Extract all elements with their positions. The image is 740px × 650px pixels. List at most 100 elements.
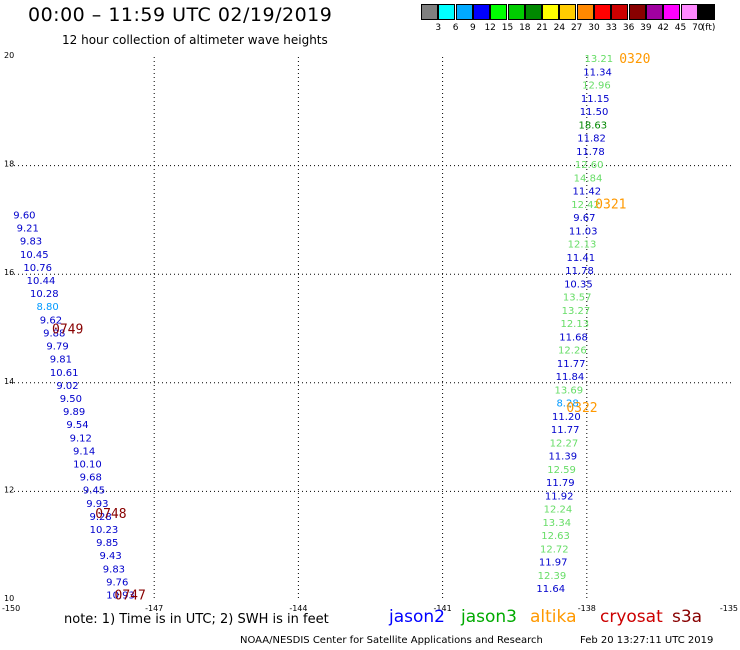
wave-height-value: 13.21 (584, 54, 613, 65)
satellite-jason3: jason3 (461, 607, 517, 627)
pass-time-label: 0320 (619, 52, 650, 67)
legend-label: 6 (452, 23, 459, 33)
satellite-jason2: jason2 (389, 607, 445, 627)
legend-swatch (421, 4, 438, 20)
wave-height-value: 9.45 (83, 486, 105, 497)
legend-swatch (472, 4, 490, 20)
lon-tick-label: -147 (145, 604, 163, 613)
wave-height-value: 12.72 (540, 544, 569, 555)
wave-height-value: 12.96 (582, 81, 611, 92)
legend-label: 21 (536, 23, 548, 33)
wave-height-value: 9.93 (86, 499, 108, 510)
wave-height-value: 13.34 (542, 518, 571, 529)
lat-tick-label: 18 (4, 160, 14, 169)
wave-height-value: 11.42 (572, 187, 601, 198)
pass-time-label: 0749 (52, 323, 83, 338)
wave-height-value: 9.76 (106, 577, 128, 588)
lon-tick-label: -138 (578, 604, 596, 613)
legend-swatch (507, 4, 525, 20)
wave-height-value: 10.44 (27, 276, 56, 287)
wave-height-value: 11.92 (545, 491, 574, 502)
wave-height-value: 13.69 (554, 385, 583, 396)
generated-timestamp: Feb 20 13:27:11 UTC 2019 (580, 635, 714, 646)
legend-swatch (680, 4, 698, 20)
lat-tick-label: 12 (4, 485, 14, 494)
legend-label: 39 (640, 23, 652, 33)
wave-height-value: 13.27 (562, 306, 591, 317)
pass-time-label: 0748 (95, 507, 126, 522)
legend-swatch (542, 4, 560, 20)
legend-swatch (594, 4, 611, 20)
wave-height-value: 12.59 (547, 465, 576, 476)
wave-height-value: 11.03 (569, 226, 598, 237)
lat-tick-label: 20 (4, 51, 14, 60)
wave-height-value: 9.43 (99, 551, 121, 562)
wave-height-value: 12.27 (550, 438, 579, 449)
legend-swatch (438, 4, 456, 20)
wave-height-value: 9.12 (70, 433, 92, 444)
legend-label: 30 (588, 23, 600, 33)
legend-label: 3 (435, 23, 442, 33)
wave-height-value: 12.39 (538, 571, 567, 582)
legend-label: 70 (692, 23, 704, 33)
wave-height-value: 11.50 (580, 107, 609, 118)
footer-note: note: 1) Time is in UTC; 2) SWH is in fe… (64, 612, 329, 627)
wave-height-value: 12.13 (560, 319, 589, 330)
wave-height-value: 9.21 (17, 224, 39, 235)
wave-height-value: 9.83 (20, 237, 42, 248)
satellite-cryosat: cryosat (600, 607, 663, 627)
wave-height-value: 12.24 (544, 505, 573, 516)
wave-height-value: 10.93 (106, 591, 135, 602)
legend-swatch (645, 4, 663, 20)
wave-height-value: 11.79 (546, 478, 575, 489)
map-subtitle: 12 hour collection of altimeter wave hei… (62, 33, 328, 47)
wave-height-value: 9.79 (46, 342, 68, 353)
legend-swatch (576, 4, 594, 20)
wave-height-value: 11.78 (576, 147, 605, 158)
wave-height-value: 9.89 (63, 407, 85, 418)
legend-unit: (ft) (701, 23, 716, 33)
wave-height-value: 11.41 (566, 253, 595, 264)
wave-height-value: 11.39 (548, 452, 577, 463)
legend-label: 36 (622, 23, 635, 33)
wave-height-value: 9.81 (50, 355, 72, 366)
wave-height-value: 11.77 (551, 425, 580, 436)
wave-height-value: 9.68 (80, 473, 102, 484)
lat-tick-label: 14 (4, 377, 14, 386)
wave-height-value: 10.28 (30, 289, 59, 300)
lat-tick-label: 16 (4, 268, 14, 277)
wave-height-value: 11.82 (577, 134, 606, 145)
wave-height-value: 18.63 (578, 120, 607, 131)
satellite-altika: altika (530, 607, 577, 627)
wave-height-value: 9.62 (40, 315, 62, 326)
wave-height-value: 10.10 (73, 460, 102, 471)
wave-height-value: 8.80 (36, 302, 58, 313)
wave-height-value: 12.63 (541, 531, 570, 542)
legend-swatch (663, 4, 681, 20)
wave-height-value: 9.14 (73, 446, 95, 457)
wave-height-value: 14.84 (574, 173, 603, 184)
legend-label: 27 (570, 23, 583, 33)
legend-label: 15 (501, 23, 514, 33)
map-title: 00:00 – 11:59 UTC 02/19/2019 (28, 4, 333, 26)
legend-label: 9 (470, 23, 476, 33)
wave-height-value: 10.76 (23, 263, 52, 274)
legend-label: 24 (553, 23, 566, 33)
pass-time-label: 0321 (595, 198, 626, 213)
wave-height-value: 9.60 (13, 210, 35, 221)
pass-time-label: 0747 (115, 589, 146, 604)
wave-height-value: 9.67 (573, 213, 595, 224)
wave-height-value: 12.13 (568, 240, 597, 251)
wave-height-value: 12.26 (558, 346, 587, 357)
satellite-s3a: s3a (672, 607, 703, 627)
wave-height-value: 11.64 (536, 584, 565, 595)
lon-tick-label: -144 (289, 604, 307, 613)
wave-height-value: 12.60 (575, 160, 604, 171)
legend-swatch (611, 4, 629, 20)
legend-swatch (490, 4, 508, 20)
legend-label: 33 (605, 23, 618, 33)
wave-height-value: 9.50 (60, 394, 82, 405)
wave-height-value: 9.02 (56, 381, 78, 392)
wave-height-value: 11.15 (581, 94, 610, 105)
wave-height-value: 9.85 (96, 538, 118, 549)
